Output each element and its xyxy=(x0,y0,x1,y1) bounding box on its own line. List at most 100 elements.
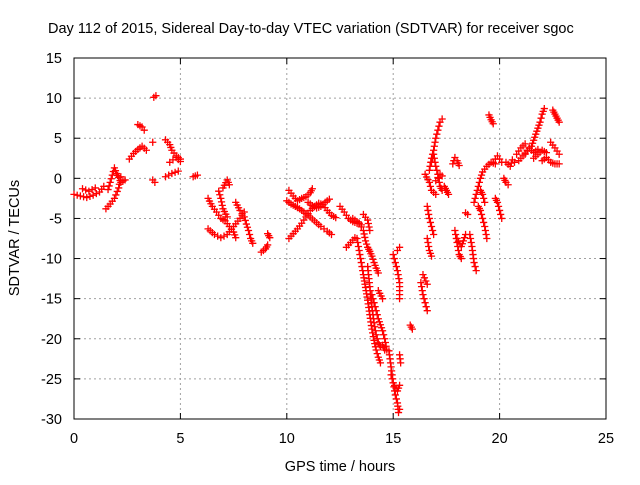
data-point xyxy=(217,194,225,202)
data-point xyxy=(433,130,441,138)
data-point xyxy=(371,303,379,311)
data-point xyxy=(374,269,382,277)
data-point xyxy=(510,158,519,166)
data-point xyxy=(388,375,396,383)
data-point xyxy=(364,216,372,224)
data-point xyxy=(481,198,489,206)
data-point xyxy=(424,238,432,247)
data-point xyxy=(425,166,433,174)
data-point xyxy=(395,275,403,283)
data-point xyxy=(466,230,474,239)
data-point xyxy=(356,250,364,259)
y-tick-label: 10 xyxy=(46,91,62,107)
data-point xyxy=(104,185,112,194)
data-point xyxy=(356,254,365,263)
data-point xyxy=(433,166,441,174)
data-point xyxy=(389,250,397,259)
data-point xyxy=(370,336,378,344)
data-point xyxy=(417,279,425,287)
y-tick-label: -5 xyxy=(49,211,62,227)
data-point xyxy=(241,216,249,225)
data-point xyxy=(483,234,491,243)
data-point xyxy=(392,395,400,403)
data-point xyxy=(451,226,459,235)
data-point xyxy=(438,172,446,180)
data-point xyxy=(493,198,502,206)
x-axis-label: GPS time / hours xyxy=(285,459,395,475)
data-point xyxy=(354,238,362,247)
data-point xyxy=(370,319,378,327)
data-point xyxy=(455,161,463,170)
data-points xyxy=(70,92,563,417)
data-point xyxy=(387,371,395,379)
data-point xyxy=(427,252,436,260)
data-point xyxy=(240,213,248,221)
data-point xyxy=(373,311,381,319)
data-point xyxy=(477,171,486,179)
data-point xyxy=(394,271,402,279)
data-point xyxy=(471,194,479,202)
data-point xyxy=(497,210,505,219)
y-tick-label: -10 xyxy=(41,252,62,268)
data-point xyxy=(471,262,479,271)
data-point xyxy=(92,189,100,198)
x-tick-label: 5 xyxy=(176,431,184,447)
data-point xyxy=(88,185,96,194)
data-point xyxy=(395,243,404,251)
data-point xyxy=(353,234,361,243)
data-point xyxy=(76,192,84,200)
data-point xyxy=(113,187,121,196)
data-point xyxy=(435,122,443,130)
data-point xyxy=(372,331,380,339)
data-point xyxy=(430,230,438,239)
data-point xyxy=(432,162,440,170)
data-point xyxy=(373,350,381,358)
data-point xyxy=(496,206,504,215)
data-point xyxy=(431,158,439,166)
data-point xyxy=(477,210,486,219)
data-point xyxy=(474,182,482,190)
axis-ticks xyxy=(73,57,607,420)
data-point xyxy=(112,191,120,199)
data-point xyxy=(393,266,402,275)
data-point xyxy=(481,222,489,231)
data-point xyxy=(354,242,363,251)
data-point xyxy=(382,342,390,350)
data-point xyxy=(467,238,475,247)
data-point xyxy=(89,191,97,199)
data-point xyxy=(489,120,497,128)
data-point xyxy=(110,194,119,202)
data-point xyxy=(395,381,404,389)
y-axis-label: SDTVAR / TECUs xyxy=(7,180,23,296)
data-point xyxy=(537,114,545,122)
y-tick-labels: 15 10 5 0 -5 -10 -15 -20 -25 -30 xyxy=(41,51,62,428)
data-point xyxy=(482,230,490,239)
data-point xyxy=(430,142,438,150)
data-point xyxy=(420,295,428,303)
data-point xyxy=(394,408,403,417)
data-point xyxy=(457,254,465,263)
y-tick-label: 0 xyxy=(54,171,62,187)
data-point xyxy=(264,241,272,249)
data-point xyxy=(215,187,223,195)
data-point xyxy=(419,271,427,279)
x-tick-label: 0 xyxy=(70,431,78,447)
data-point xyxy=(470,198,478,206)
data-point xyxy=(460,234,469,242)
data-point xyxy=(421,299,429,307)
data-point xyxy=(83,193,91,202)
data-point xyxy=(472,266,480,275)
data-point xyxy=(86,192,94,200)
data-point xyxy=(372,307,380,315)
data-point xyxy=(521,140,529,148)
y-tick-label: 5 xyxy=(54,131,62,147)
data-point xyxy=(481,226,490,235)
x-tick-label: 20 xyxy=(492,431,508,447)
data-point xyxy=(430,154,438,162)
data-point xyxy=(369,295,377,303)
data-point xyxy=(376,359,385,367)
data-point xyxy=(216,191,224,199)
data-point xyxy=(363,240,371,248)
data-point xyxy=(373,335,381,343)
data-point xyxy=(85,187,93,195)
